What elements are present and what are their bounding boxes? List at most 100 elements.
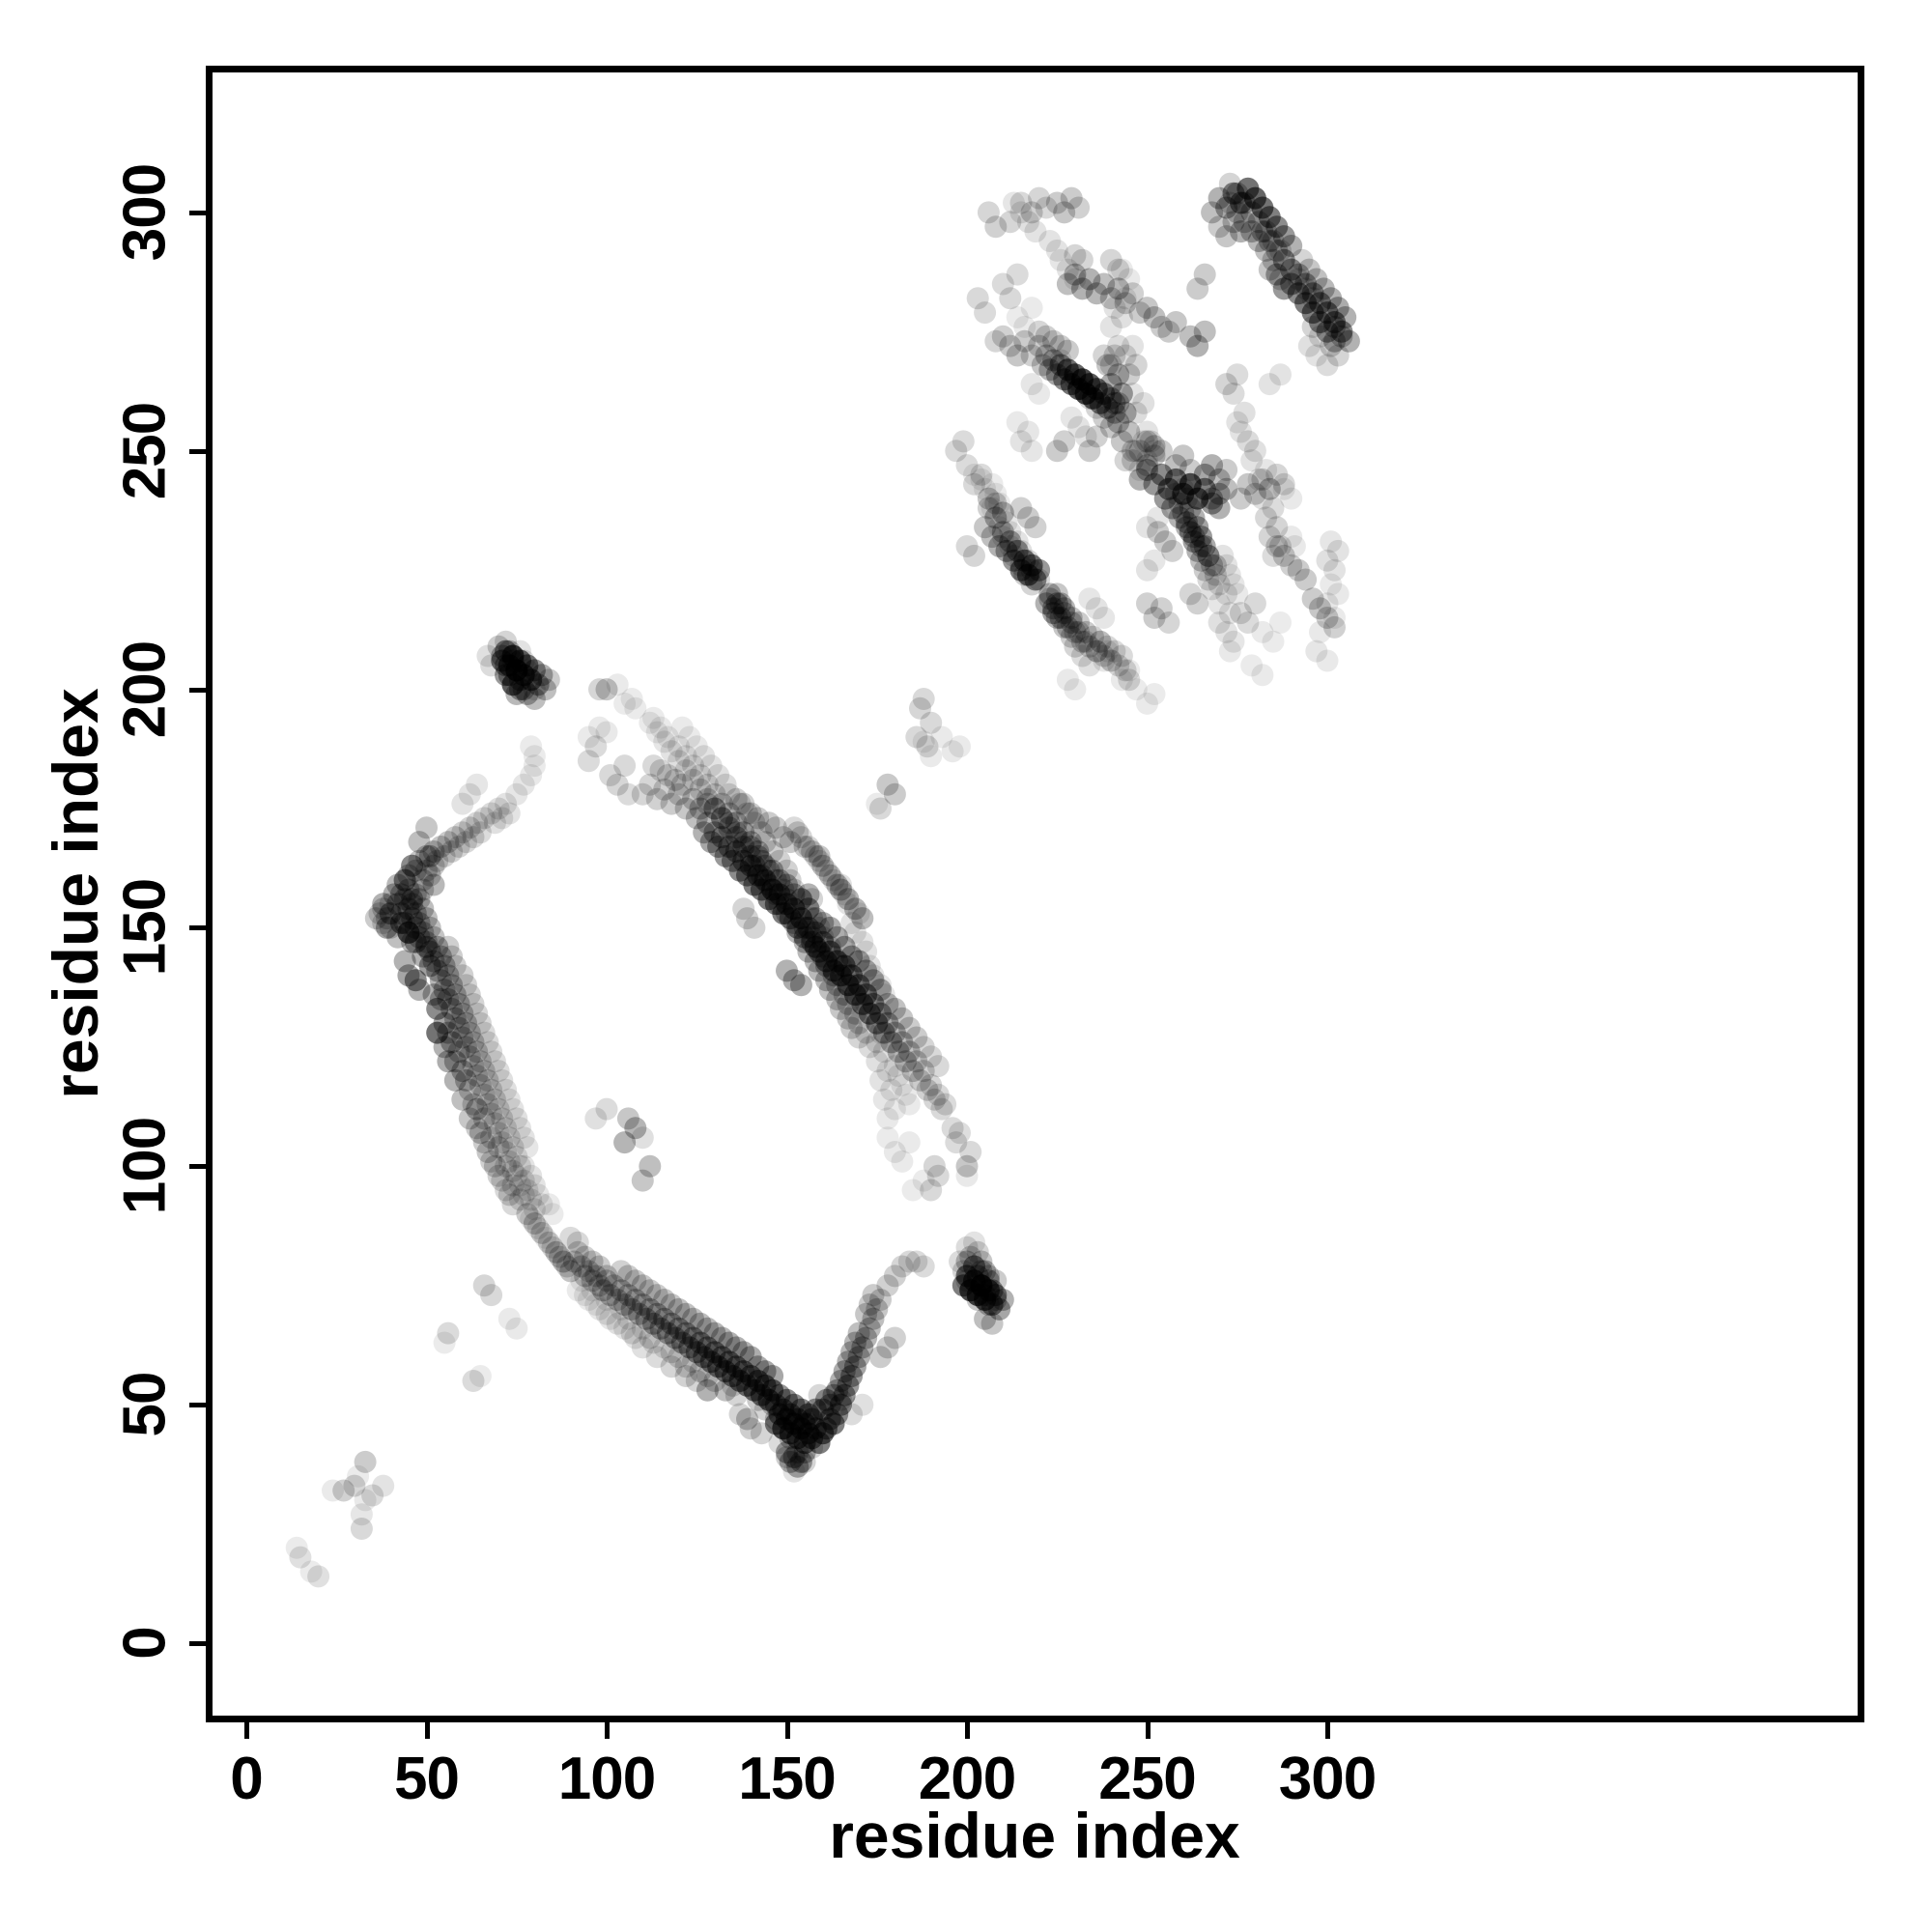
scatter-point-mirror <box>959 1245 982 1268</box>
scatter-point-mirror <box>689 764 712 786</box>
scatter-point-mirror <box>866 792 889 815</box>
scatter-point-mirror <box>516 1179 539 1202</box>
scatter-point <box>776 1441 798 1463</box>
scatter-point <box>1028 320 1051 343</box>
scatter-point <box>523 659 546 682</box>
scatter-point <box>895 1050 918 1073</box>
scatter-point <box>974 516 997 539</box>
scatter-point-mirror <box>520 1188 543 1211</box>
scatter-point-mirror <box>1096 354 1119 377</box>
scatter-point-mirror <box>642 1331 665 1354</box>
scatter-point-mirror <box>653 730 676 753</box>
scatter-point-mirror <box>404 902 427 925</box>
scatter-point-mirror <box>483 811 506 835</box>
scatter-point <box>1294 272 1318 296</box>
scatter-point <box>1309 597 1331 620</box>
scatter-point-mirror <box>1085 639 1108 663</box>
scatter-point <box>793 925 816 949</box>
scatter-point-mirror <box>501 673 525 696</box>
scatter-point-mirror <box>1326 582 1350 606</box>
scatter-point-mirror <box>1103 344 1126 367</box>
scatter-point-mirror <box>1122 383 1145 405</box>
scatter-point <box>789 1398 812 1421</box>
scatter-point <box>1301 301 1324 325</box>
scatter-point <box>606 1289 629 1311</box>
scatter-point-mirror <box>584 1107 608 1130</box>
scatter-point <box>660 792 683 815</box>
scatter-point <box>664 768 687 791</box>
scatter-point-mirror <box>1176 511 1198 534</box>
scatter-point <box>1020 554 1043 577</box>
scatter-point-mirror <box>1006 530 1029 554</box>
scatter-point-mirror <box>858 1036 881 1059</box>
scatter-point <box>1035 325 1058 348</box>
scatter-point-mirror <box>1056 358 1079 382</box>
scatter-point <box>376 916 398 939</box>
scatter-point <box>1258 206 1281 229</box>
scatter-point-mirror <box>520 668 543 692</box>
scatter-point-mirror <box>793 930 816 953</box>
scatter-point <box>495 1154 518 1178</box>
scatter-point-mirror <box>631 1336 654 1359</box>
scatter-point-mirror <box>880 1078 903 1101</box>
scatter-point <box>786 821 810 844</box>
scatter-point-mirror <box>408 925 431 949</box>
scatter-point <box>1042 329 1065 353</box>
scatter-point-mirror <box>1093 649 1116 672</box>
scatter-point-mirror <box>1255 506 1278 529</box>
scatter-point <box>1330 320 1353 343</box>
scatter-point-mirror <box>776 859 798 882</box>
scatter-point <box>595 678 618 701</box>
scatter-point <box>851 992 874 1015</box>
scatter-point-mirror <box>872 1040 895 1064</box>
scatter-point-mirror <box>897 1093 921 1116</box>
scatter-point <box>1280 554 1303 577</box>
y-tick-label: 0 <box>111 1627 179 1660</box>
scatter-point <box>1204 554 1227 577</box>
scatter-point <box>1107 654 1130 677</box>
scatter-point-mirror <box>1060 611 1083 634</box>
scatter-point <box>1122 449 1145 472</box>
scatter-point-mirror <box>1222 383 1245 405</box>
scatter-point <box>1078 268 1101 291</box>
scatter-point-mirror <box>1020 573 1043 596</box>
scatter-point <box>739 854 762 877</box>
scatter-point-mirror <box>1201 578 1224 601</box>
scatter-point-mirror <box>869 974 892 997</box>
scatter-point-mirror <box>1049 349 1072 372</box>
scatter-point-mirror <box>1143 683 1166 705</box>
scatter-point-mirror <box>1208 611 1231 634</box>
scatter-point-mirror <box>685 735 708 758</box>
scatter-point <box>530 1221 554 1244</box>
scatter-point-mirror <box>1143 440 1166 463</box>
scatter-point-mirror <box>476 1068 499 1092</box>
scatter-point-mirror <box>991 526 1014 549</box>
scatter-point <box>408 831 431 854</box>
scatter-point-mirror <box>472 1060 496 1083</box>
scatter-point <box>1093 383 1116 405</box>
scatter-point <box>631 1293 654 1316</box>
scatter-point <box>1107 258 1130 281</box>
scatter-point <box>523 1212 546 1235</box>
scatter-point <box>1020 201 1043 224</box>
scatter-point <box>1028 558 1051 582</box>
scatter-point-mirror <box>458 782 481 806</box>
scatter-point <box>980 1312 1004 1335</box>
scatter-point-mirror <box>876 1107 899 1130</box>
scatter-point <box>782 969 806 992</box>
scatter-point <box>793 1412 816 1435</box>
scatter-point <box>905 1050 928 1073</box>
scatter-point <box>393 950 416 973</box>
scatter-point <box>1258 477 1281 500</box>
scatter-point-mirror <box>955 1236 979 1259</box>
scatter-point-mirror <box>495 630 518 653</box>
scatter-point <box>1294 568 1318 591</box>
scatter-point-mirror <box>491 1068 514 1092</box>
scatter-point <box>757 811 781 835</box>
x-tick-mark <box>1145 1722 1151 1739</box>
scatter-point-mirror <box>656 725 679 749</box>
scatter-point-mirror <box>429 836 452 858</box>
scatter-point-mirror <box>491 1107 514 1130</box>
scatter-point-mirror <box>433 954 456 978</box>
scatter-point <box>724 1336 748 1359</box>
